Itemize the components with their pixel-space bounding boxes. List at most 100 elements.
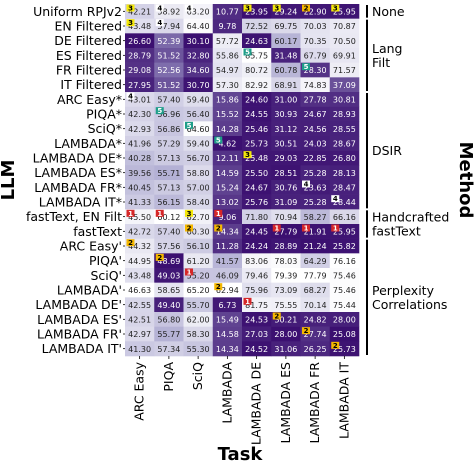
- cell-value-label: 56.10: [187, 242, 210, 251]
- cell-value-label: 26.25: [304, 345, 327, 354]
- cell-value-label: 28.51: [274, 169, 297, 178]
- cell-value-label: 24.53: [245, 316, 268, 325]
- heatmap-cell: [271, 165, 301, 181]
- cell-value-label: 71.57: [333, 66, 356, 75]
- cell-value-label: 65.20: [187, 286, 210, 295]
- column-label: LAMBADA: [219, 362, 234, 424]
- heatmap-cell: [300, 150, 331, 166]
- heatmap-cell: [154, 312, 184, 327]
- cell-value-label: 75.44: [333, 301, 356, 310]
- heatmap-cell: [242, 33, 272, 49]
- heatmap-cell: [212, 33, 243, 49]
- rank-badge-label: 2: [333, 342, 338, 350]
- cell-value-label: 57.40: [157, 228, 180, 237]
- cell-value-label: 52.56: [157, 66, 180, 75]
- row-label: LAMBADA DE*: [33, 151, 122, 166]
- rank-badge-label: 3: [187, 210, 192, 218]
- heatmap-cell: [300, 194, 331, 210]
- rank-badge: [302, 224, 310, 232]
- rank-badge: [302, 63, 310, 71]
- cell-value-label: 25.46: [245, 125, 268, 134]
- rank-badge-label: 4: [157, 5, 162, 13]
- cell-value-label: 30.93: [274, 110, 297, 119]
- heatmap-cell: [329, 48, 360, 63]
- cell-value-label: 11.28: [216, 242, 239, 251]
- group-label: None: [372, 4, 405, 19]
- heatmap-cell: [125, 194, 155, 210]
- heatmap-cell: [329, 62, 360, 78]
- rank-badge: [331, 224, 340, 232]
- heatmap-cell: [242, 121, 272, 137]
- heatmap-cell: [212, 238, 243, 254]
- cell-value-label: 28.00: [274, 330, 297, 339]
- rank-badge-label: 1: [274, 225, 279, 233]
- method-axis-label: Method: [455, 142, 474, 219]
- heatmap-cell: [300, 297, 331, 313]
- cell-value-label: 28.44: [333, 198, 356, 207]
- heatmap-cell: [154, 194, 184, 210]
- rank-badge-label: 1: [187, 269, 192, 277]
- cell-value-label: 49.40: [157, 301, 180, 310]
- heatmap-cell: [125, 48, 155, 63]
- heatmap-cell: [183, 238, 214, 254]
- cell-value-label: 30.21: [274, 316, 297, 325]
- row-label: LAMBADA FR*: [34, 180, 122, 195]
- cell-value-label: 70.14: [304, 301, 327, 310]
- cell-value-label: 15.52: [216, 110, 239, 119]
- cell-value-label: 46.09: [216, 272, 239, 281]
- heatmap-cell: [329, 18, 360, 34]
- rank-badge: [155, 253, 164, 261]
- rank-badge: [243, 4, 252, 12]
- rank-badge-label: 1: [157, 210, 162, 218]
- heatmap-cell: [329, 92, 360, 107]
- cell-value-label: 60.12: [157, 213, 180, 222]
- row-label: ARC Easy*: [57, 92, 122, 107]
- rank-badge: [155, 107, 164, 115]
- heatmap-cell: [154, 238, 184, 254]
- heatmap-cell: [271, 18, 301, 34]
- heatmap-cell: [329, 121, 360, 137]
- heatmap-cell: [212, 312, 243, 327]
- rank-badge: [331, 4, 340, 12]
- cell-value-label: 60.78: [274, 66, 297, 75]
- cell-value-label: 40.45: [128, 184, 151, 193]
- cell-value-label: 28.55: [333, 125, 356, 134]
- cell-value-label: 24.60: [245, 96, 268, 105]
- heatmap-cell: [212, 297, 243, 313]
- cell-value-label: 57.34: [157, 345, 180, 354]
- heatmap-cell: [154, 92, 184, 107]
- cell-value-label: 58.92: [157, 8, 180, 17]
- row-label: fastText: [73, 224, 122, 239]
- cell-value-label: 9.78: [218, 22, 236, 31]
- cell-value-label: 24.45: [245, 228, 268, 237]
- heatmap-cell: [271, 106, 301, 122]
- heatmap-cell: [154, 136, 184, 151]
- row-label: Uniform RPJv2: [33, 4, 122, 19]
- cell-value-label: 29.08: [128, 66, 151, 75]
- cell-value-label: 74.83: [304, 81, 327, 90]
- cell-value-label: 62.00: [187, 316, 210, 325]
- row-label: FR Filtered: [56, 63, 122, 78]
- rank-badge: [214, 224, 223, 232]
- cell-value-label: 24.55: [245, 110, 268, 119]
- row-label: DE Filtered: [54, 33, 122, 48]
- heatmap-cell: [242, 209, 272, 225]
- rank-badge: [126, 92, 135, 100]
- rank-badge-label: 3: [333, 5, 338, 13]
- cell-value-label: 25.82: [333, 242, 356, 251]
- rank-badge-label: 3: [128, 5, 133, 13]
- heatmap-cell: [329, 209, 360, 225]
- cell-value-label: 25.76: [245, 198, 268, 207]
- cell-value-label: 25.95: [333, 8, 356, 17]
- cell-value-label: 4.62: [218, 140, 236, 149]
- heatmap-cell: [154, 48, 184, 63]
- cell-value-label: 28.67: [333, 140, 356, 149]
- heatmap-cell: [242, 106, 272, 122]
- heatmap-cell: [300, 282, 331, 298]
- heatmap-cell: [212, 194, 243, 210]
- row-label: LAMBADA IT*: [39, 195, 122, 210]
- heatmap-cell: [212, 341, 243, 357]
- row-label: LAMBADA IT': [42, 341, 122, 356]
- heatmap-cell: [125, 136, 155, 151]
- row-label: LAMBADA ES': [37, 312, 122, 327]
